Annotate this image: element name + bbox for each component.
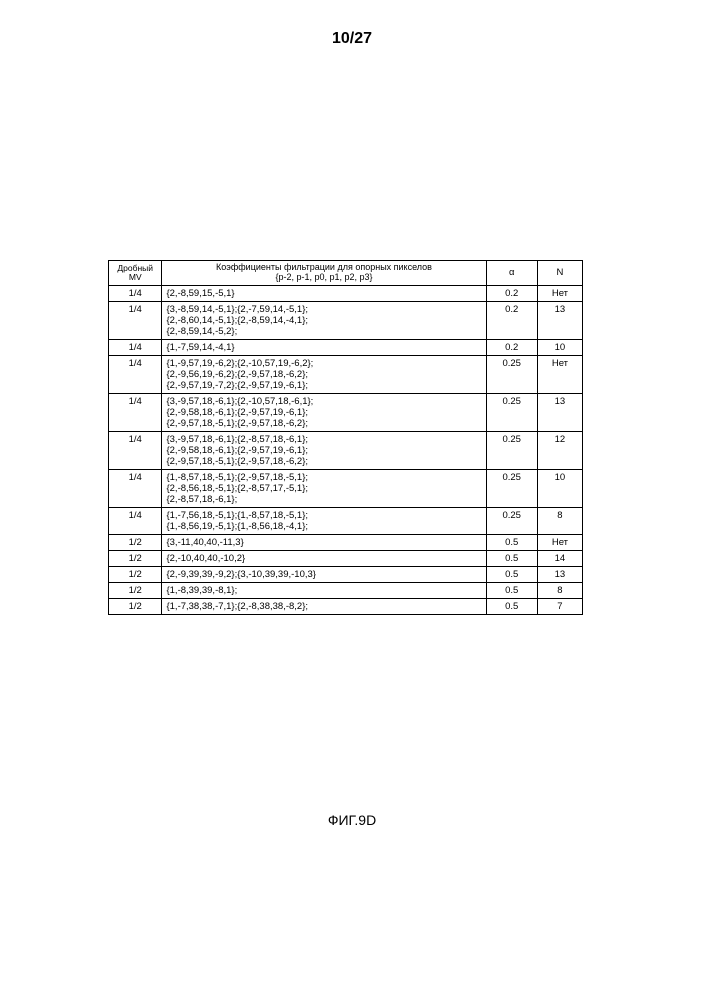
table-row: 1/4{2,-8,59,15,-5,1}0.2Нет [109,285,583,301]
table-row: 1/4{1,-8,57,18,-5,1};{2,-9,57,18,-5,1}; … [109,469,583,507]
cell-alpha: 0.25 [486,469,537,507]
cell-mv: 1/4 [109,339,162,355]
table-row: 1/4{3,-9,57,18,-6,1};{2,-8,57,18,-6,1}; … [109,431,583,469]
cell-alpha: 0.25 [486,393,537,431]
cell-coef: {3,-9,57,18,-6,1};{2,-10,57,18,-6,1}; {2… [162,393,486,431]
table-row: 1/4{3,-9,57,18,-6,1};{2,-10,57,18,-6,1};… [109,393,583,431]
figure-caption: ФИГ.9D [0,812,704,828]
cell-coef: {1,-8,57,18,-5,1};{2,-9,57,18,-5,1}; {2,… [162,469,486,507]
table-row: 1/4{1,-9,57,19,-6,2};{2,-10,57,19,-6,2};… [109,355,583,393]
col-n-header: N [537,261,582,286]
cell-coef: {1,-7,56,18,-5,1};{1,-8,57,18,-5,1}; {1,… [162,507,486,534]
cell-alpha: 0.25 [486,507,537,534]
cell-alpha: 0.5 [486,550,537,566]
cell-alpha: 0.5 [486,582,537,598]
coef-head-1: Коэффициенты фильтрации для опорных пикс… [216,262,432,272]
cell-n: Нет [537,534,582,550]
cell-mv: 1/4 [109,431,162,469]
mv-head-2: MV [129,272,142,282]
cell-coef: {3,-8,59,14,-5,1};{2,-7,59,14,-5,1}; {2,… [162,301,486,339]
cell-alpha: 0.2 [486,301,537,339]
cell-coef: {1,-7,38,38,-7,1};{2,-8,38,38,-8,2}; [162,598,486,614]
cell-mv: 1/2 [109,566,162,582]
table-row: 1/2{1,-8,39,39,-8,1};0.58 [109,582,583,598]
table-container: Дробный MV Коэффициенты фильтрации для о… [108,260,583,615]
col-coef-header: Коэффициенты фильтрации для опорных пикс… [162,261,486,286]
cell-mv: 1/4 [109,469,162,507]
cell-alpha: 0.2 [486,285,537,301]
cell-coef: {3,-11,40,40,-11,3} [162,534,486,550]
cell-n: Нет [537,355,582,393]
cell-alpha: 0.2 [486,339,537,355]
cell-n: 13 [537,566,582,582]
table-row: 1/4{3,-8,59,14,-5,1};{2,-7,59,14,-5,1}; … [109,301,583,339]
cell-n: 7 [537,598,582,614]
cell-n: 8 [537,507,582,534]
cell-coef: {1,-8,39,39,-8,1}; [162,582,486,598]
cell-alpha: 0.25 [486,431,537,469]
cell-coef: {3,-9,57,18,-6,1};{2,-8,57,18,-6,1}; {2,… [162,431,486,469]
cell-n: Нет [537,285,582,301]
cell-mv: 1/4 [109,355,162,393]
table-row: 1/2{3,-11,40,40,-11,3}0.5Нет [109,534,583,550]
cell-mv: 1/4 [109,393,162,431]
cell-mv: 1/2 [109,598,162,614]
cell-alpha: 0.25 [486,355,537,393]
cell-n: 12 [537,431,582,469]
cell-mv: 1/2 [109,550,162,566]
page-number: 10/27 [0,30,704,48]
cell-mv: 1/4 [109,301,162,339]
cell-n: 10 [537,339,582,355]
cell-coef: {2,-10,40,40,-10,2} [162,550,486,566]
table-row: 1/2{2,-10,40,40,-10,2}0.514 [109,550,583,566]
table-row: 1/2{1,-7,38,38,-7,1};{2,-8,38,38,-8,2};0… [109,598,583,614]
cell-n: 13 [537,393,582,431]
cell-mv: 1/2 [109,534,162,550]
col-alpha-header: α [486,261,537,286]
coef-head-2: {p-2, p-1, p0, p1, p2, p3} [275,272,372,282]
cell-n: 14 [537,550,582,566]
cell-coef: {2,-8,59,15,-5,1} [162,285,486,301]
table-row: 1/2{2,-9,39,39,-9,2};{3,-10,39,39,-10,3}… [109,566,583,582]
col-mv-header: Дробный MV [109,261,162,286]
table-row: 1/4{1,-7,56,18,-5,1};{1,-8,57,18,-5,1}; … [109,507,583,534]
cell-n: 10 [537,469,582,507]
cell-alpha: 0.5 [486,598,537,614]
cell-mv: 1/4 [109,285,162,301]
table-row: 1/4{1,-7,59,14,-4,1}0.210 [109,339,583,355]
cell-mv: 1/4 [109,507,162,534]
cell-alpha: 0.5 [486,534,537,550]
cell-n: 13 [537,301,582,339]
cell-n: 8 [537,582,582,598]
cell-alpha: 0.5 [486,566,537,582]
cell-mv: 1/2 [109,582,162,598]
cell-coef: {2,-9,39,39,-9,2};{3,-10,39,39,-10,3} [162,566,486,582]
cell-coef: {1,-9,57,19,-6,2};{2,-10,57,19,-6,2}; {2… [162,355,486,393]
cell-coef: {1,-7,59,14,-4,1} [162,339,486,355]
filter-coef-table: Дробный MV Коэффициенты фильтрации для о… [108,260,583,615]
